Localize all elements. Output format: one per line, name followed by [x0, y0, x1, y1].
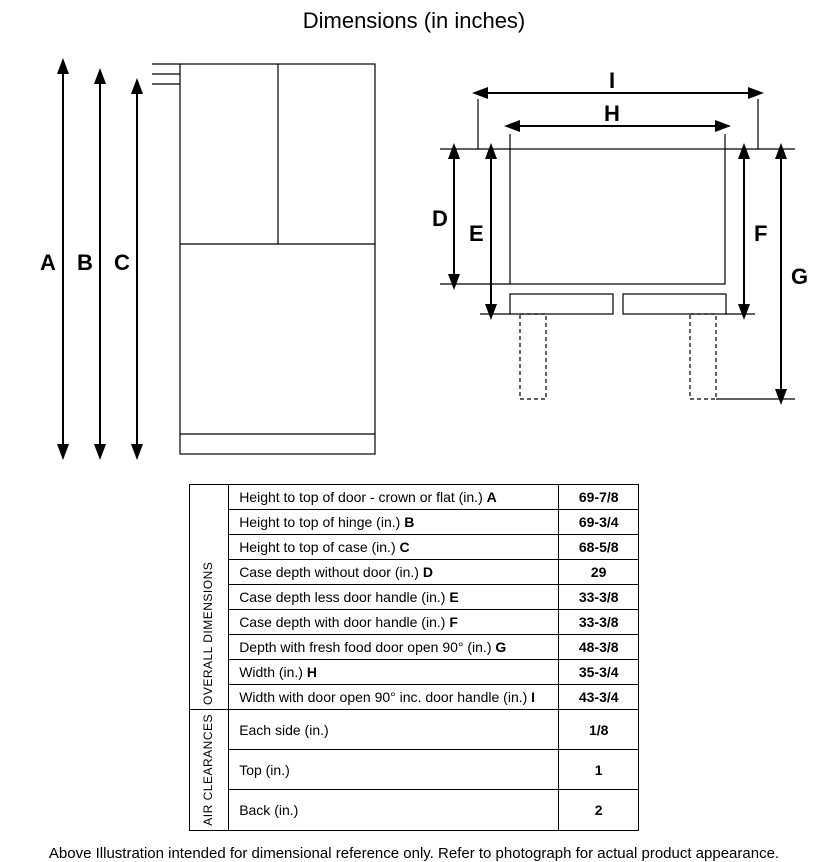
label-g: G — [791, 264, 808, 289]
label-a: A — [40, 250, 56, 275]
dim-description: Case depth less door handle (in.) E — [229, 585, 559, 610]
dim-value: 68-5/8 — [559, 535, 639, 560]
table-row: Top (in.)1 — [189, 750, 638, 790]
dim-description: Height to top of door - crown or flat (i… — [229, 485, 559, 510]
dim-value: 33-3/8 — [559, 610, 639, 635]
top-door-r — [623, 294, 726, 314]
top-door-open-l — [520, 314, 546, 399]
dimension-diagrams: A B C I H — [0, 34, 828, 474]
dim-value: 1 — [559, 750, 639, 790]
table-row: Height to top of hinge (in.) B69-3/4 — [189, 510, 638, 535]
dimensions-table: OVERALL DIMENSIONSHeight to top of door … — [189, 484, 639, 831]
dim-description: Case depth without door (in.) D — [229, 560, 559, 585]
label-d: D — [432, 206, 448, 231]
footnote: Above Illustration intended for dimensio… — [0, 845, 828, 862]
table-row: Depth with fresh food door open 90° (in.… — [189, 635, 638, 660]
section-header: AIR CLEARANCES — [189, 710, 228, 831]
dim-description: Width with door open 90° inc. door handl… — [229, 685, 559, 710]
dim-description: Width (in.) H — [229, 660, 559, 685]
table-row: Height to top of case (in.) C68-5/8 — [189, 535, 638, 560]
table-row: Back (in.)2 — [189, 790, 638, 830]
table-row: Width with door open 90° inc. door handl… — [189, 685, 638, 710]
dim-description: Height to top of case (in.) C — [229, 535, 559, 560]
top-door-l — [510, 294, 613, 314]
dim-description: Each side (in.) — [229, 710, 559, 750]
label-f: F — [754, 221, 767, 246]
label-c: C — [114, 250, 130, 275]
top-case — [510, 149, 725, 284]
dim-description: Height to top of hinge (in.) B — [229, 510, 559, 535]
dim-value: 1/8 — [559, 710, 639, 750]
top-door-open-r — [690, 314, 716, 399]
dim-value: 2 — [559, 790, 639, 830]
dim-description: Case depth with door handle (in.) F — [229, 610, 559, 635]
dim-value: 48-3/8 — [559, 635, 639, 660]
dim-description: Top (in.) — [229, 750, 559, 790]
dim-value: 29 — [559, 560, 639, 585]
label-i: I — [609, 68, 615, 93]
table-row: Case depth without door (in.) D29 — [189, 560, 638, 585]
table-row: Width (in.) H35-3/4 — [189, 660, 638, 685]
label-h: H — [604, 101, 620, 126]
table-row: Case depth less door handle (in.) E33-3/… — [189, 585, 638, 610]
table-row: OVERALL DIMENSIONSHeight to top of door … — [189, 485, 638, 510]
label-b: B — [77, 250, 93, 275]
diagram-svg: A B C I H — [0, 34, 828, 474]
dim-description: Depth with fresh food door open 90° (in.… — [229, 635, 559, 660]
dim-value: 33-3/8 — [559, 585, 639, 610]
section-header: OVERALL DIMENSIONS — [189, 485, 228, 710]
table-row: AIR CLEARANCESEach side (in.)1/8 — [189, 710, 638, 750]
label-e: E — [469, 221, 484, 246]
dim-value: 69-7/8 — [559, 485, 639, 510]
dim-value: 35-3/4 — [559, 660, 639, 685]
page-title: Dimensions (in inches) — [0, 0, 828, 34]
dim-value: 69-3/4 — [559, 510, 639, 535]
dim-value: 43-3/4 — [559, 685, 639, 710]
dim-description: Back (in.) — [229, 790, 559, 830]
table-row: Case depth with door handle (in.) F33-3/… — [189, 610, 638, 635]
